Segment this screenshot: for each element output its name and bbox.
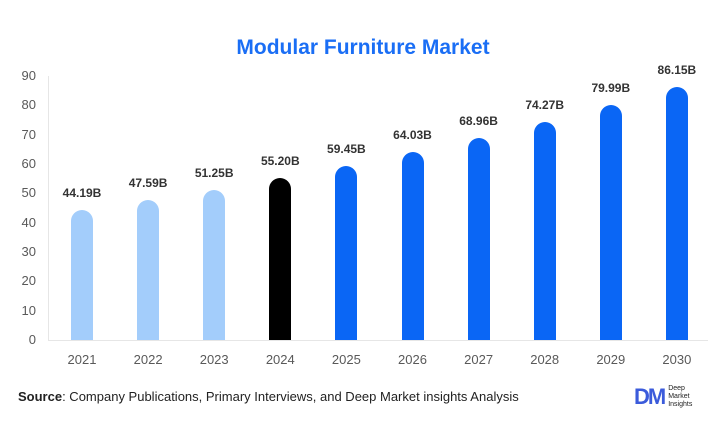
value-label: 79.99B — [591, 81, 631, 96]
y-tick-label: 50 — [21, 185, 36, 201]
y-tick-label: 10 — [21, 302, 36, 318]
y-tick-label: 80 — [21, 97, 36, 113]
x-tick-label: 2027 — [464, 352, 494, 367]
x-tick-label: 2028 — [530, 352, 560, 367]
value-label: 86.15B — [657, 63, 697, 78]
x-tick-label: 2026 — [398, 352, 427, 367]
y-tick-label: 90 — [21, 68, 36, 83]
logo-line-2: Market — [668, 393, 690, 400]
x-tick-label: 2029 — [596, 352, 626, 367]
y-tick-label: 20 — [21, 273, 36, 289]
y-tick-label: 0 — [28, 332, 36, 347]
bar-2026 — [401, 152, 424, 340]
bar-2022 — [137, 200, 160, 340]
y-tick-label: 40 — [21, 214, 36, 230]
bar-2025 — [335, 165, 358, 340]
source-text: : Company Publications, Primary Intervie… — [62, 389, 519, 404]
y-tick-label: 70 — [21, 126, 36, 142]
bar-2023 — [203, 189, 226, 340]
x-tick-label: 2021 — [67, 352, 97, 367]
source-note: Source: Company Publications, Primary In… — [18, 389, 519, 404]
x-tick-label: 2022 — [133, 352, 163, 367]
value-label: 55.20B — [260, 154, 300, 169]
value-label: 64.03B — [393, 128, 432, 143]
logo-line-1: Deep — [668, 385, 685, 392]
source-prefix: Source — [18, 389, 63, 404]
value-label: 59.45B — [327, 141, 366, 156]
x-tick-label: 2024 — [265, 352, 295, 367]
x-tick-label: 2025 — [331, 352, 361, 367]
y-tick-label: 30 — [21, 244, 36, 259]
x-tick-label: 2023 — [199, 352, 229, 367]
chart-title: Modular Furniture Market — [236, 36, 490, 59]
value-label: 51.25B — [194, 165, 234, 180]
bar-2021 — [71, 210, 93, 340]
bar-2027 — [467, 137, 490, 340]
logo-mark-icon: DM — [634, 384, 666, 409]
x-tick-label: 2030 — [662, 352, 692, 367]
bar-2028 — [533, 122, 556, 340]
value-label: 74.27B — [525, 98, 565, 113]
logo-text: Deep Market Insights — [668, 385, 692, 409]
bar-2029 — [599, 105, 622, 340]
value-label: 68.96B — [459, 113, 498, 128]
y-axis-line — [48, 76, 49, 340]
bar-2024 — [269, 178, 292, 340]
value-label: 44.19B — [62, 186, 102, 201]
logo-line-3: Insights — [668, 401, 693, 408]
brand-logo: DM Deep Market Insights — [634, 384, 692, 410]
y-tick-label: 60 — [21, 156, 36, 171]
x-axis-line — [48, 340, 708, 341]
bar-2030 — [665, 87, 688, 340]
value-label: 47.59B — [128, 176, 168, 191]
